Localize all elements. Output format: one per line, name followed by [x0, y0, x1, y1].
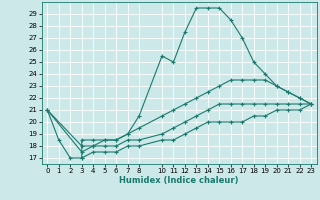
X-axis label: Humidex (Indice chaleur): Humidex (Indice chaleur)	[119, 176, 239, 185]
